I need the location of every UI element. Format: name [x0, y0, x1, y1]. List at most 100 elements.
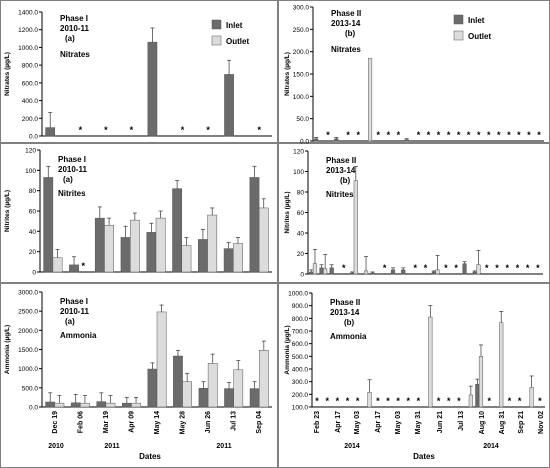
bar-outlet — [207, 214, 218, 273]
missing-star: * — [181, 125, 185, 135]
bar-outlet — [476, 264, 481, 275]
missing-star: * — [104, 125, 108, 135]
bar-outlet — [129, 219, 140, 273]
y-tick-label: 800.0 — [292, 316, 309, 323]
bar-inlet — [224, 388, 234, 408]
bar-inlet — [70, 402, 81, 408]
missing-star: * — [457, 130, 461, 140]
bar-inlet — [147, 368, 158, 408]
missing-star: * — [417, 130, 421, 140]
x-tick-label-right: Sep 21 — [518, 411, 525, 434]
missing-star: * — [507, 130, 511, 140]
panel-letter: (b) — [344, 318, 355, 327]
missing-star: * — [488, 396, 492, 406]
missing-star: * — [206, 125, 210, 135]
y-tick-label: 2500.0 — [18, 309, 38, 316]
missing-star: * — [325, 396, 329, 406]
y-tick-label: 400.0 — [292, 367, 309, 374]
bar-outlet — [131, 402, 141, 408]
missing-star: * — [444, 263, 448, 273]
missing-star: * — [315, 396, 319, 406]
missing-star: * — [477, 130, 481, 140]
y-tick-label: 0.0 — [300, 139, 309, 146]
panel-border-5 — [278, 283, 550, 468]
x-tick-label-right: Nov 02 — [538, 411, 545, 434]
missing-star: * — [342, 263, 346, 273]
x-tick-label-left: May 28 — [180, 411, 187, 434]
missing-star: * — [526, 263, 530, 273]
y-tick-label: 2000.0 — [18, 328, 38, 335]
x-tick-label-left: Jun 26 — [205, 411, 212, 433]
bar-outlet — [478, 356, 484, 408]
phase-label: Phase II — [330, 298, 360, 307]
bar-inlet — [173, 355, 183, 408]
phase-label: Phase II — [326, 156, 356, 165]
missing-star: * — [79, 125, 83, 135]
period-label: 2010-11 — [60, 307, 89, 316]
bar-outlet — [367, 392, 372, 408]
x-tick-label-left: Sep 04 — [256, 411, 263, 434]
bar-inlet — [198, 387, 209, 408]
bar-outlet — [499, 322, 504, 408]
y-tick-label: 300.0 — [292, 379, 309, 386]
x-tick-label-left: Apr 09 — [128, 411, 135, 433]
missing-star: * — [396, 396, 400, 406]
y-axis-label: Nitrates (µg/L) — [4, 52, 11, 96]
missing-star: * — [387, 130, 391, 140]
missing-star: * — [447, 130, 451, 140]
y-tick-label: 0.0 — [29, 134, 38, 141]
chart-ammonia-phase-2: 100.0 200.0 300.0 400.0 500.0 600.0 700.0 800.0… — [284, 291, 545, 412]
panel-letter: (a) — [63, 175, 73, 184]
x-tick-label-right: Jun 21 — [437, 411, 444, 433]
bar-inlet — [431, 271, 436, 275]
bar-inlet — [475, 383, 480, 408]
bar-inlet — [43, 177, 54, 273]
bar-outlet — [363, 270, 369, 275]
bar-inlet — [404, 139, 409, 142]
panel-border-0 — [0, 0, 278, 143]
y-tick-label: 60 — [297, 210, 305, 217]
bar-outlet — [258, 207, 269, 273]
period-label: 2013-14 — [326, 166, 356, 175]
y-axis-label: Ammonia (µg/L) — [284, 325, 291, 374]
x-tick-label-right: Aug 31 — [499, 411, 506, 434]
y-tick-label: 40 — [29, 229, 37, 236]
y-tick-label: 100.0 — [292, 405, 309, 412]
chart-ammonia-phase-1: 0.0 500.0 1000.0 1500.0 2000.0 2500.0 3000.0 Am… — [4, 290, 272, 412]
phase-label: Phase I — [58, 155, 86, 164]
chart-nitrites-phase-1: 0 20 40 60 80 100 120 Nitrites (µg/L) Phase I201… — [4, 148, 272, 277]
y-tick-label: 100 — [293, 169, 304, 176]
x-tick-label-left: Jul 13 — [231, 411, 238, 431]
y-tick-label: 120 — [25, 148, 36, 155]
period-label: 2010-11 — [58, 165, 87, 174]
missing-star: * — [447, 396, 451, 406]
missing-star: * — [346, 130, 350, 140]
parameter-label: Nitrites — [58, 189, 86, 198]
bar-outlet — [182, 381, 193, 408]
bar-inlet — [45, 127, 56, 137]
missing-star: * — [377, 130, 381, 140]
bar-inlet — [121, 402, 132, 408]
x-axis-title-right: Dates — [413, 452, 435, 461]
missing-star: * — [257, 125, 261, 135]
year-label-right: 2014 — [344, 443, 360, 450]
bar-outlet — [181, 245, 192, 273]
bar-outlet — [156, 311, 167, 408]
missing-star: * — [495, 263, 499, 273]
missing-star: * — [356, 130, 360, 140]
missing-star: * — [356, 396, 360, 406]
y-axis-label: Ammonia (µg/L) — [4, 325, 11, 374]
bar-inlet — [120, 237, 131, 273]
bar-inlet — [223, 248, 234, 273]
y-tick-label: 1500.0 — [18, 347, 38, 354]
period-label: 2010-11 — [60, 24, 89, 33]
legend-label-inlet: Inlet — [468, 16, 485, 25]
legend-swatch-outlet — [211, 35, 222, 46]
legend-label-inlet: Inlet — [226, 21, 243, 30]
bar-inlet — [249, 388, 260, 408]
y-axis-label: Nitrites (µg/L) — [4, 190, 11, 232]
missing-star: * — [346, 396, 350, 406]
y-tick-label: 400.0 — [22, 98, 39, 105]
missing-star: * — [397, 130, 401, 140]
bar-inlet — [45, 401, 56, 408]
